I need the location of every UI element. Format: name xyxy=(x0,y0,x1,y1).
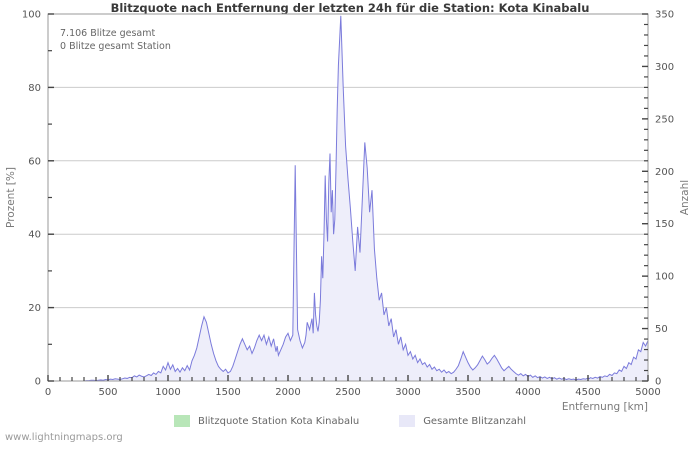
xtick-label-500: 500 xyxy=(98,387,117,398)
ytick-label-60: 60 xyxy=(28,156,41,167)
xtick-label-2000: 2000 xyxy=(275,387,300,398)
ytick-label-20: 20 xyxy=(28,303,41,314)
chart-legend: Blitzquote Station Kota Kinabalu Gesamte… xyxy=(0,410,700,432)
xtick-label-2500: 2500 xyxy=(335,387,360,398)
xtick-label-3000: 3000 xyxy=(395,387,420,398)
annotation-line-1: 0 Blitze gesamt Station xyxy=(60,41,171,52)
ytick-label-0: 0 xyxy=(35,377,41,388)
xtick-label-4500: 4500 xyxy=(575,387,600,398)
legend-swatch-icon-quote xyxy=(174,415,191,427)
ytick-label-40: 40 xyxy=(28,230,41,241)
legend-item-total[interactable]: Gesamte Blitzanzahl xyxy=(399,415,526,427)
ytick-label-80: 80 xyxy=(28,83,41,94)
xtick-label-1500: 1500 xyxy=(215,387,240,398)
xtick-label-5000: 5000 xyxy=(635,387,660,398)
y2tick-label-0: 0 xyxy=(655,377,661,388)
y2-axis-title: Anzahl xyxy=(679,180,691,215)
y2tick-label-150: 150 xyxy=(655,219,674,230)
y2tick-label-250: 250 xyxy=(655,114,674,125)
xtick-label-1000: 1000 xyxy=(155,387,180,398)
series-area-gesamte-blitzanzahl xyxy=(48,15,648,382)
data-area-group xyxy=(48,15,649,382)
chart-title: Blitzquote nach Entfernung der letzten 2… xyxy=(110,1,590,15)
y2tick-label-350: 350 xyxy=(655,10,674,21)
y2tick-label-300: 300 xyxy=(655,62,674,73)
annotation-line-0: 7.106 Blitze gesamt xyxy=(60,28,155,39)
xtick-label-0: 0 xyxy=(45,387,51,398)
legend-label-total: Gesamte Blitzanzahl xyxy=(423,415,526,427)
legend-label-quote: Blitzquote Station Kota Kinabalu xyxy=(198,415,360,427)
series-line-gesamte-blitzanzahl xyxy=(48,15,649,382)
y-axis-title: Prozent [%] xyxy=(5,167,17,228)
annotations-group: 7.106 Blitze gesamt 0 Blitze gesamt Stati… xyxy=(60,28,171,52)
y2tick-label-100: 100 xyxy=(655,272,674,283)
axis-ticks-group xyxy=(47,13,649,382)
ytick-label-100: 100 xyxy=(22,10,41,21)
x-axis-title: Entfernung [km] xyxy=(562,401,648,413)
xtick-label-4000: 4000 xyxy=(515,387,540,398)
legend-item-quote[interactable]: Blitzquote Station Kota Kinabalu xyxy=(174,415,359,427)
y2tick-label-50: 50 xyxy=(655,324,668,335)
y2tick-label-200: 200 xyxy=(655,167,674,178)
legend-swatch-icon-total xyxy=(399,415,416,427)
site-watermark: www.lightningmaps.org xyxy=(5,432,123,443)
xtick-label-3500: 3500 xyxy=(455,387,480,398)
